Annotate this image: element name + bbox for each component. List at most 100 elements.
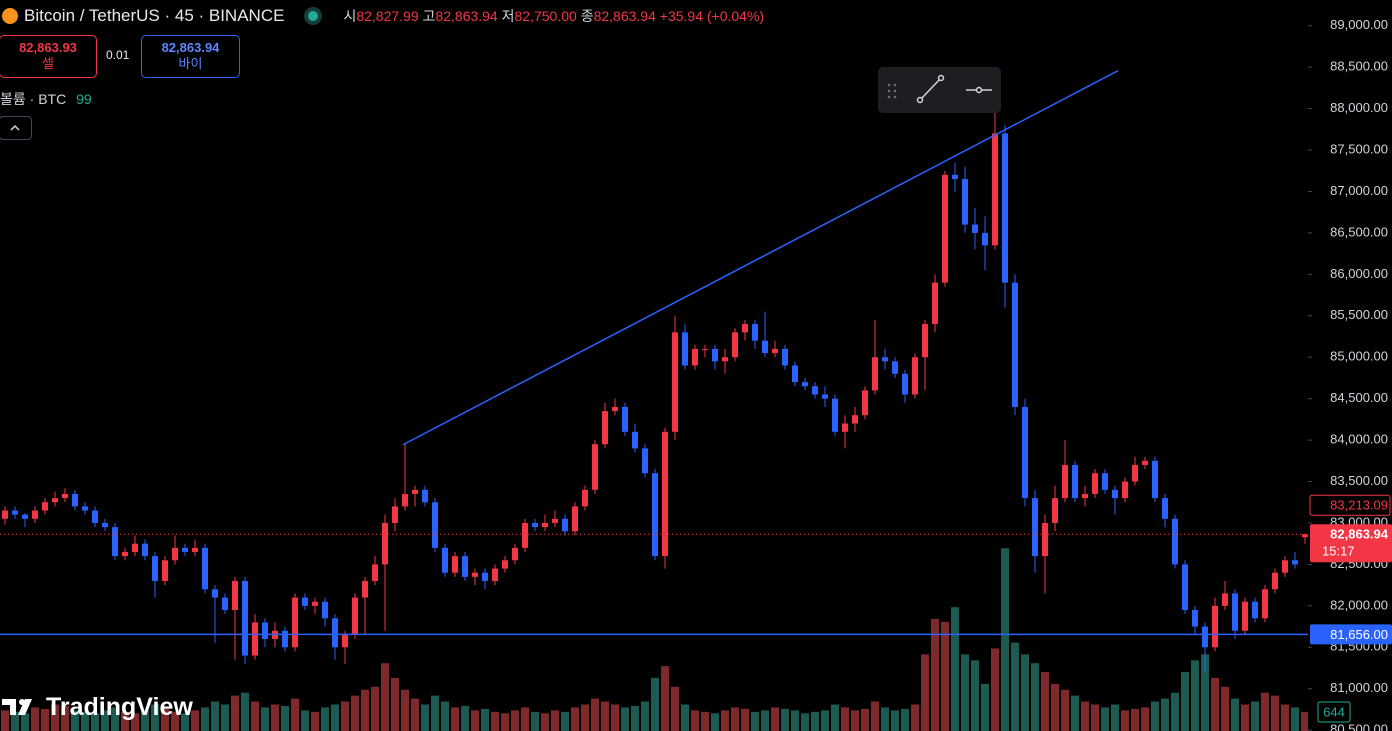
volume-bar: [51, 704, 59, 731]
candle-body: [1212, 605, 1218, 648]
volume-bar: [371, 686, 379, 731]
volume-bar: [601, 701, 609, 731]
candle-body: [432, 502, 438, 548]
volume-bar: [521, 707, 529, 731]
volume-bar: [1281, 704, 1289, 731]
candle-body: [692, 348, 698, 366]
volume-bar: [1201, 654, 1209, 731]
candle-body: [752, 324, 758, 341]
volume-bar: [201, 707, 209, 731]
volume-bar: [251, 701, 259, 731]
y-tick-label: 85,000.00: [1330, 349, 1388, 364]
candle-layer: [1, 108, 1308, 673]
candle-body: [612, 406, 618, 412]
volume-bar: [1081, 701, 1089, 731]
volume-bar: [651, 677, 659, 731]
candle-body: [172, 547, 178, 561]
sell-price: 82,863.93: [19, 40, 77, 55]
candle-body: [482, 572, 488, 581]
volume-bar: [671, 686, 679, 731]
candle-body: [1182, 564, 1188, 610]
volume-bar: [551, 710, 559, 731]
candle-body: [712, 348, 718, 362]
volume-bar: [991, 648, 999, 731]
volume-title[interactable]: 볼륨 · BTC: [0, 91, 67, 107]
open-value: 82,827.99: [356, 8, 419, 24]
candle-body: [72, 493, 78, 507]
volume-bar: [631, 705, 639, 731]
candle-body: [932, 282, 938, 325]
volume-bar: [121, 711, 129, 731]
volume-bar: [1251, 701, 1259, 731]
volume-bar: [641, 701, 649, 731]
logo-text: TradingView: [46, 692, 193, 721]
volume-length: 99: [76, 91, 92, 107]
volume-bar: [921, 654, 929, 731]
candle-body: [742, 324, 748, 333]
collapse-button[interactable]: [0, 116, 32, 140]
volume-bar: [891, 710, 899, 731]
volume-bar: [701, 711, 709, 731]
volume-bar: [1271, 695, 1279, 731]
candle-body: [1162, 498, 1168, 519]
volume-bar: [791, 710, 799, 731]
candle-body: [22, 514, 28, 519]
volume-bar: [1191, 660, 1199, 731]
volume-bar: [431, 695, 439, 731]
candle-body: [112, 527, 118, 557]
volume-bar: [101, 710, 109, 731]
candle-body: [572, 506, 578, 532]
candle-body: [502, 560, 508, 569]
candle-body: [1172, 518, 1178, 565]
volume-bar: [241, 692, 249, 731]
close-label: 종: [580, 8, 594, 24]
trendline-tool[interactable]: [916, 74, 945, 104]
volume-bar: [1171, 692, 1179, 731]
volume-bar: [711, 713, 719, 731]
volume-bar: [591, 698, 599, 731]
candle-body: [1122, 481, 1128, 499]
volume-bar: [491, 711, 499, 731]
volume-bar: [141, 710, 149, 731]
volume-bar: [561, 711, 569, 731]
volume-bar: [281, 705, 289, 731]
volume-bar: [1151, 701, 1159, 731]
drag-handle[interactable]: [887, 83, 897, 99]
volume-bar: [1051, 683, 1059, 731]
y-tick-label: 83,500.00: [1330, 473, 1388, 488]
candle-body: [902, 373, 908, 395]
candle-body: [952, 174, 958, 180]
candle-body: [52, 498, 58, 503]
candle-body: [32, 510, 38, 519]
volume-bar: [191, 710, 199, 731]
hline-tool[interactable]: [966, 86, 992, 94]
candle-body: [422, 489, 428, 503]
volume-bar: [501, 713, 509, 731]
candle-body: [162, 560, 168, 581]
volume-bar: [71, 710, 79, 731]
sell-label: 셀: [42, 56, 54, 71]
symbol[interactable]: Bitcoin / TetherUS · 45 · BINANCE: [24, 6, 285, 25]
candle-body: [652, 473, 658, 557]
volume-bar: [831, 704, 839, 731]
sell-button[interactable]: 82,863.93 셀: [0, 35, 97, 78]
candle-body: [962, 179, 968, 225]
drawing-toolbar[interactable]: [878, 67, 1001, 113]
chevron: [10, 124, 20, 131]
candle-body: [822, 394, 828, 399]
buy-button[interactable]: 82,863.94 바이: [141, 35, 240, 78]
logo[interactable]: TradingView: [0, 692, 193, 722]
candle-body: [702, 348, 708, 350]
candle-body: [292, 597, 298, 648]
volume-bar: [111, 707, 119, 731]
candle-body: [1052, 498, 1058, 523]
candle-body: [912, 357, 918, 395]
candle-body: [772, 348, 778, 354]
buy-label: 바이: [178, 56, 203, 71]
candle-body: [662, 431, 668, 557]
candle-body: [882, 357, 888, 362]
legend-row: Bitcoin / TetherUS · 45 · BINANCE 시82,82…: [0, 5, 764, 27]
volume-bar: [961, 654, 969, 731]
candle-body: [342, 634, 348, 648]
